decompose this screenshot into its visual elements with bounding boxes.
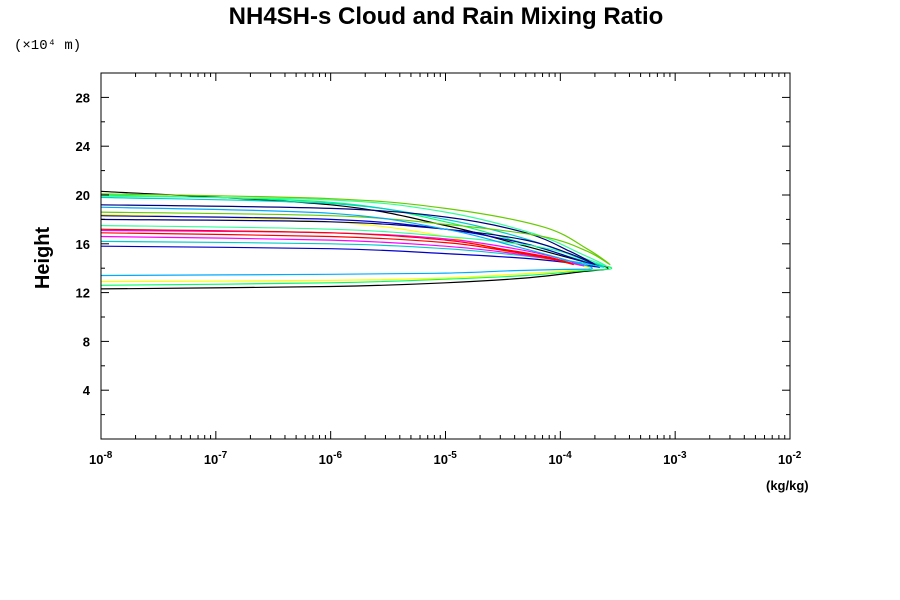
x-tick-label: 10-2 [778, 450, 802, 467]
x-tick-label: 10-5 [434, 450, 458, 467]
x-axis-unit: (kg/kg) [766, 478, 809, 493]
x-tick-label: 10-7 [204, 450, 228, 467]
series-line-8 [100, 195, 607, 267]
plot-frame [100, 72, 791, 440]
series-line-1 [100, 190, 609, 290]
series-line-2 [100, 194, 613, 286]
x-tick-label: 10-4 [548, 450, 572, 467]
y-tick-label: 4 [83, 383, 91, 398]
series-line-10 [100, 193, 611, 266]
series-line-9 [100, 204, 596, 266]
ticks-layer: 4 8 12 16 20 24 28 10-8 10-7 10-6 10-5 10-4 10-3 10-2 [76, 73, 802, 467]
series-layer [100, 190, 613, 290]
y-tick-label: 20 [76, 188, 90, 203]
y-tick-label: 16 [76, 237, 90, 252]
y-tick-label: 8 [83, 334, 90, 349]
y-tick-label: 28 [76, 90, 90, 105]
series-line-7 [100, 228, 575, 266]
chart-title: NH4SH-s Cloud and Rain Mixing Ratio [229, 3, 664, 30]
y-tick-label: 24 [76, 139, 91, 154]
series-line-5 [100, 196, 605, 268]
series-line-6 [100, 229, 585, 267]
x-tick-label: 10-8 [89, 450, 113, 467]
x-tick-label: 10-6 [319, 450, 343, 467]
y-axis-label: Height [32, 227, 54, 290]
y-scale-note: (×10⁴ m) [14, 38, 81, 54]
x-tick-label: 10-3 [663, 450, 687, 467]
series-line-3 [100, 213, 591, 283]
y-tick-label: 12 [76, 286, 90, 301]
series-line-11 [100, 206, 593, 277]
